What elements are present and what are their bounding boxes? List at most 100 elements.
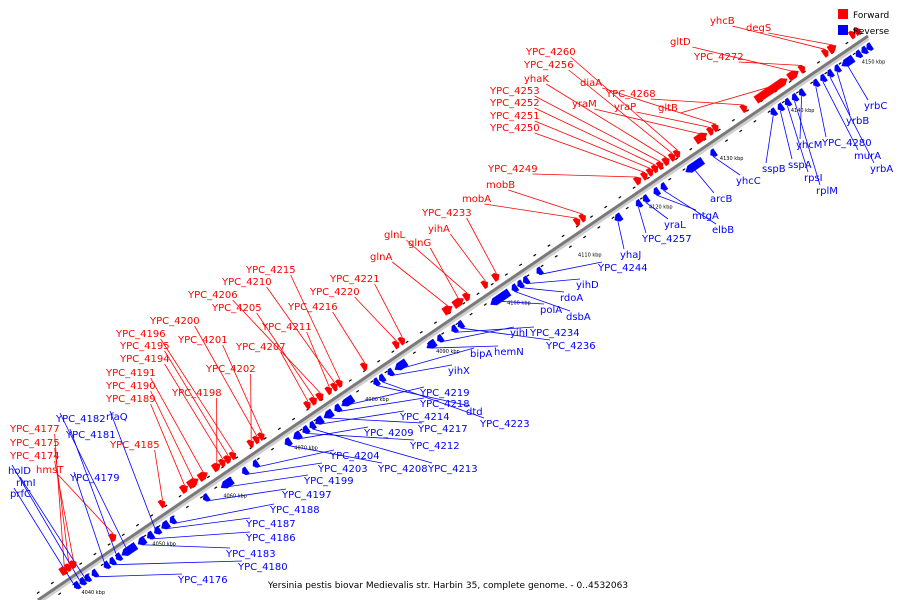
label-elbb: elbB (712, 225, 734, 236)
leader-ypc-4251 (534, 120, 651, 169)
leader-gltb (680, 86, 772, 114)
label-ypc-4216: YPC_4216 (287, 302, 338, 313)
gene-ypc-4234 (451, 324, 459, 333)
gene-unnamed (866, 42, 874, 51)
label-ypc-4215: YPC_4215 (245, 265, 296, 276)
label-ypc-4205: YPC_4205 (211, 303, 262, 314)
label-yhcm: yhcM (796, 140, 822, 151)
tick-label: 4070 kbp (294, 445, 318, 451)
minor-dash (583, 235, 587, 239)
label-ypc-4211: YPC_4211 (261, 322, 312, 333)
gene-unnamed (847, 30, 856, 40)
label-hemn: hemN (494, 347, 524, 358)
minor-dash (810, 81, 814, 85)
gene-dtd (373, 377, 381, 386)
gene-ypc-4179 (103, 560, 112, 570)
label-ypc-4212: YPC_4212 (409, 441, 460, 452)
label-ypc-4244: YPC_4244 (597, 263, 648, 274)
gene-ypc-4256 (667, 153, 676, 162)
gene-ypc-4211 (324, 386, 332, 396)
leader-gltd (692, 46, 794, 72)
leader-ypc-4216 (332, 311, 366, 364)
gene-yhcm (798, 87, 807, 97)
minor-dash (597, 226, 601, 229)
minor-dash (270, 447, 275, 451)
leader-rplm (794, 100, 821, 186)
label-glng: glnG (408, 238, 431, 249)
legend: Forward Reverse (838, 9, 890, 37)
leader-ypc-4182 (59, 412, 130, 554)
tick-label: 4090 kbp (436, 349, 460, 355)
label-ypc-4272: YPC_4272 (693, 52, 744, 63)
gene-prfc (73, 580, 82, 590)
label-ypc-4208: YPC_4208 (377, 464, 428, 475)
minor-dash (540, 264, 544, 268)
label-ypc-4220: YPC_4220 (309, 287, 360, 298)
label-yhcc: yhcC (736, 176, 761, 187)
label-rplm: rplM (816, 186, 838, 197)
minor-dash (561, 234, 565, 238)
tick-label: 4050 kbp (152, 542, 176, 548)
leader-ypc-4191 (150, 377, 204, 473)
leader-ypc-4183 (141, 544, 231, 549)
leader-yrba (829, 76, 875, 164)
leader-ypc-4195 (164, 350, 229, 456)
minor-dash (724, 139, 729, 142)
minor-dash (739, 129, 743, 133)
leader-pola (499, 300, 545, 305)
label-mtga: mtgA (692, 211, 719, 222)
leader-ypc-4186 (150, 531, 251, 540)
tick-label: 4140 kbp (791, 108, 815, 114)
label-ypc-4174: YPC_4174 (9, 451, 60, 462)
gene-ypc-4183 (137, 535, 148, 546)
label-ypc-4210: YPC_4210 (221, 277, 272, 288)
label-dsba: dsbA (566, 312, 591, 323)
gene-ypc-4174 (68, 560, 77, 570)
leader-ypc-4180 (112, 560, 243, 566)
leader-hmst (58, 474, 114, 535)
minor-dash (356, 389, 360, 393)
gene-ypc-4205 (308, 396, 318, 406)
minor-dash (143, 534, 147, 538)
leader-ypc-4221 (374, 283, 403, 338)
label-ypc-4256: YPC_4256 (523, 60, 574, 71)
leader-dtd (375, 385, 471, 407)
minor-dash (79, 562, 83, 566)
leader-ypc-4268 (650, 98, 745, 106)
label-ypc-4253: YPC_4253 (489, 86, 540, 97)
minor-dash (490, 282, 494, 286)
gene-ypc-4200 (251, 435, 260, 445)
minor-dash (441, 332, 445, 335)
label-yhaj: yhaJ (620, 250, 641, 261)
label-ypc-4186: YPC_4186 (245, 533, 296, 544)
leader-ypc-4272 (738, 61, 803, 66)
minor-dash (838, 62, 842, 65)
gene-ypc-4186 (147, 530, 156, 540)
tick-label: 4150 kbp (862, 60, 886, 66)
minor-dash (107, 543, 111, 546)
label-ypc-4179: YPC_4179 (69, 473, 120, 484)
minor-dash (58, 592, 62, 596)
label-yrbc: yrbC (864, 101, 887, 112)
gene-ypc-4207 (303, 400, 311, 410)
leader-ypc-4197 (205, 488, 287, 502)
minor-dash (256, 457, 260, 461)
leader-ypc-4190 (150, 390, 194, 480)
gene-ypc-4253 (655, 161, 664, 171)
leader-ypc-4218 (337, 397, 425, 413)
leader-ypc-4204 (255, 449, 335, 468)
gene-yrba (827, 68, 835, 78)
gene-ypc-4257 (635, 198, 644, 208)
gene-unnamed (855, 49, 864, 59)
label-ypc-4219: YPC_4219 (419, 388, 470, 399)
minor-dash (483, 303, 487, 306)
leader-yhcc (712, 156, 741, 176)
label-ypc-4209: YPC_4209 (363, 428, 414, 439)
gene-rimi (84, 573, 93, 583)
label-ypc-4213: YPC_4213 (427, 464, 478, 475)
gene-rplm (791, 92, 800, 102)
gene-ypc-4197 (203, 492, 211, 502)
label-ypc-4180: YPC_4180 (237, 562, 288, 573)
label-ypc-4185: YPC_4185 (109, 440, 160, 451)
gene-ypc-4213 (309, 420, 318, 430)
